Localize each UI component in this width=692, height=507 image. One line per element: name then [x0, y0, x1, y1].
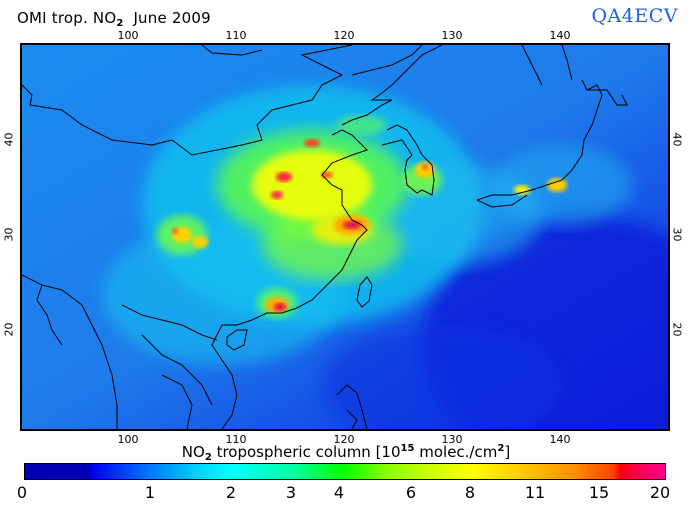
- longitude-tick: 130: [441, 433, 463, 446]
- xlabel-unit: molec./cm: [419, 443, 498, 461]
- brand-logo: QA4ECV: [591, 5, 678, 27]
- longitude-tick: 120: [333, 29, 355, 42]
- colorbar-tick-label: 11: [524, 483, 546, 502]
- title-date: June 2009: [133, 9, 211, 27]
- xlabel-unit-exponent: 2: [497, 443, 505, 454]
- latitude-tick: 30: [2, 227, 16, 242]
- title-subscript: 2: [116, 18, 124, 29]
- colorbar-tick-label: 20: [649, 483, 671, 502]
- colorbar-tick-label: 3: [285, 483, 297, 502]
- xlabel-close: ]: [504, 443, 511, 461]
- latitude-tick: 20: [670, 322, 684, 337]
- longitude-tick: 100: [117, 433, 139, 446]
- colorbar: [24, 463, 666, 480]
- latitude-tick: 40: [670, 132, 684, 147]
- latitude-tick: 20: [2, 322, 16, 337]
- colorbar-tick-label: 8: [464, 483, 476, 502]
- map-frame: [20, 43, 670, 431]
- longitude-tick: 110: [225, 29, 247, 42]
- latitude-tick: 40: [2, 132, 16, 147]
- longitude-tick: 120: [333, 433, 355, 446]
- colorbar-tick-label: 1: [144, 483, 156, 502]
- title-prefix: OMI trop. NO: [17, 9, 117, 27]
- xlabel-middle: tropospheric column [10: [216, 443, 401, 461]
- xlabel-subscript: 2: [204, 452, 212, 463]
- no2-map: [22, 45, 668, 429]
- xlabel-exponent: 15: [400, 443, 415, 454]
- colorbar-tick-label: 2: [225, 483, 237, 502]
- latitude-tick: 30: [670, 227, 684, 242]
- longitude-tick: 100: [117, 29, 139, 42]
- longitude-tick: 140: [549, 433, 571, 446]
- colorbar-tick-label: 6: [405, 483, 417, 502]
- longitude-tick: 130: [441, 29, 463, 42]
- plot-title: OMI trop. NO2 June 2009: [17, 9, 211, 29]
- x-axis-label: NO2 tropospheric column [1015 molec./cm2…: [0, 443, 692, 463]
- longitude-tick: 110: [225, 433, 247, 446]
- colorbar-tick-label: 0: [16, 483, 28, 502]
- colorbar-tick-label: 4: [333, 483, 345, 502]
- xlabel-prefix: NO: [181, 443, 205, 461]
- colorbar-tick-label: 15: [588, 483, 610, 502]
- longitude-tick: 140: [549, 29, 571, 42]
